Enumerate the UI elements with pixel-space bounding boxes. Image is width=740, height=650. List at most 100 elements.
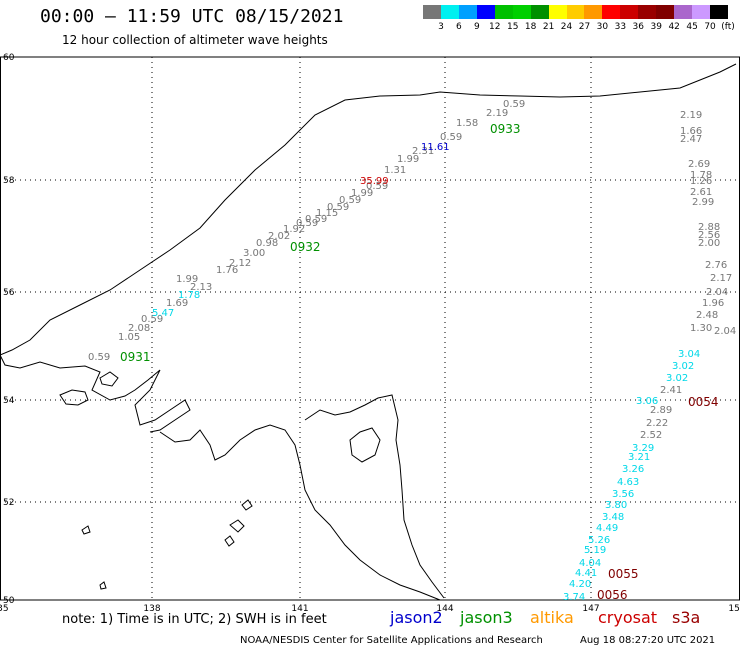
longitude-tick-label: 147 (582, 604, 599, 614)
color-scale-label: 6 (456, 22, 462, 32)
wave-height-label: 3.04 (678, 349, 700, 360)
wave-height-label: 2.08 (128, 323, 150, 334)
color-scale-label: 12 (489, 22, 501, 32)
legend-altika: altika (530, 608, 574, 627)
color-swatch (476, 5, 495, 19)
wave-height-label: 4.41 (575, 568, 597, 579)
wave-height-label: 5.26 (588, 535, 610, 546)
wave-height-label: 2.48 (696, 310, 718, 321)
coastline (0, 354, 191, 433)
color-scale-label: 27 (578, 22, 591, 32)
map-subtitle: 12 hour collection of altimeter wave hei… (62, 33, 328, 47)
wave-height-label: 1.78 (690, 170, 712, 181)
wave-height-label: 0.59 (88, 352, 110, 363)
color-scale-label: 45 (686, 22, 698, 32)
wave-height-label: 0.59 (327, 202, 349, 213)
wave-height-label: 2.17 (710, 273, 732, 284)
color-swatch (494, 5, 513, 19)
wave-height-label: 2.12 (229, 258, 251, 269)
pass-time-label: 0055 (608, 567, 639, 581)
wave-height-label: 2.89 (650, 405, 672, 416)
wave-height-label: 5.47 (152, 308, 174, 319)
wave-height-label: 3.80 (605, 500, 627, 511)
wave-height-label: 2.02 (268, 231, 290, 242)
color-swatch (440, 5, 459, 19)
color-scale-label: 33 (614, 22, 627, 32)
color-scale-label: 42 (668, 22, 680, 32)
longitude-tick-label: 144 (436, 604, 453, 614)
wave-height-label: 3.06 (636, 396, 658, 407)
wave-height-label: 4.63 (617, 477, 639, 488)
color-swatch (584, 5, 603, 19)
longitude-tick-label: 135 (0, 604, 9, 614)
wave-height-label: 1.05 (118, 332, 140, 343)
wave-height-label: 2.19 (486, 108, 508, 119)
wave-height-label: 0.59 (296, 218, 318, 229)
color-swatch (692, 5, 710, 19)
wave-height-label: 4.20 (569, 579, 591, 590)
longitude-tick-label: 138 (143, 604, 160, 614)
wave-height-label: 0.59 (503, 99, 525, 110)
wave-height-label: 3.02 (666, 373, 688, 384)
color-swatch (602, 5, 621, 19)
color-scale-bar (423, 5, 728, 19)
color-swatch (656, 5, 675, 19)
generation-timestamp: Aug 18 08:27:20 UTC 2021 (580, 635, 716, 646)
wave-height-label: 2.88 (698, 222, 720, 233)
wave-height-label: 1.99 (176, 274, 198, 285)
wave-height-label: 0.59 (440, 132, 462, 143)
wave-height-label: 2.04 (706, 287, 728, 298)
wave-height-label: 1.66 (680, 126, 702, 137)
wave-height-label: 4.04 (579, 558, 601, 569)
coastline (304, 394, 445, 599)
wave-height-label: 2.56 (698, 230, 720, 241)
wave-height-label: 1.78 (178, 290, 200, 301)
wave-height-label: 2.04 (714, 326, 736, 337)
wave-height-label: 0.98 (256, 238, 278, 249)
map-border (0, 56, 740, 601)
color-scale-label: 18 (524, 22, 537, 32)
coastline (81, 525, 91, 535)
wave-height-label: 2.99 (692, 197, 714, 208)
wave-height-label: 1.31 (384, 165, 406, 176)
pass-time-label: 0056 (597, 588, 628, 602)
latitude-tick-label: 56 (3, 288, 15, 298)
color-swatch (423, 5, 441, 19)
footnote: note: 1) Time is in UTC; 2) SWH is in fe… (62, 612, 327, 627)
wave-height-label: 2.61 (690, 187, 712, 198)
color-scale-label: 21 (542, 22, 555, 32)
wave-height-label: 3.21 (628, 452, 650, 463)
coastline (159, 424, 441, 601)
wave-height-label: 3.00 (243, 248, 265, 259)
wave-height-label: 1.92 (283, 224, 305, 235)
wave-height-label: 2.31 (412, 146, 434, 157)
longitude-tick-label: 141 (291, 604, 308, 614)
wave-height-label: 1.76 (216, 265, 238, 276)
wave-height-label: 2.13 (190, 282, 212, 293)
coastline (241, 499, 253, 511)
wave-height-label: 0.59 (141, 314, 163, 325)
legend-jason3: jason3 (460, 608, 513, 627)
pass-time-label: 0931 (120, 350, 151, 364)
wave-height-label: 4.49 (596, 523, 618, 534)
wave-height-label: 0.59 (366, 181, 388, 192)
wave-height-label: 0.59 (339, 195, 361, 206)
coastline (99, 371, 119, 387)
longitude-tick-label: 150 (728, 604, 740, 614)
wave-height-label: 1.58 (456, 118, 478, 129)
wave-height-label: 2.00 (698, 238, 720, 249)
coastline (0, 63, 737, 356)
color-swatch (710, 5, 728, 19)
color-scale-label: 36 (632, 22, 645, 32)
color-scale-label: 39 (650, 22, 662, 32)
latitude-tick-label: 60 (3, 53, 15, 63)
color-scale-label: 30 (596, 22, 609, 32)
color-scale-label: 70 (704, 22, 716, 32)
wave-height-label: 2.69 (688, 159, 710, 170)
color-scale-label: 9 (473, 22, 480, 32)
coastline (99, 581, 107, 590)
wave-height-label: 3.26 (622, 464, 644, 475)
color-scale-label: 15 (506, 22, 519, 32)
wave-height-label: 1.15 (316, 208, 338, 219)
color-swatch (638, 5, 657, 19)
